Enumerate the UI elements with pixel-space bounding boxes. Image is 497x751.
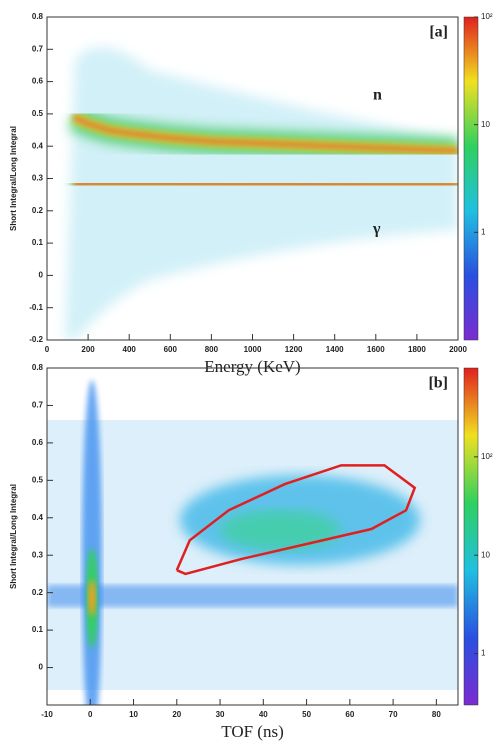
x-axis-label: TOF (ns): [221, 722, 284, 741]
colorbar-tick-label: 10: [481, 550, 490, 559]
x-tick-label: 80: [432, 710, 441, 719]
x-tick-label: 0: [45, 345, 50, 354]
colorbar-tick-label: 10²: [481, 12, 493, 21]
y-tick-label: -0.2: [29, 335, 43, 344]
x-tick-label: -10: [41, 710, 53, 719]
colorbar-tick-label: 1: [481, 227, 486, 236]
colorbar: [463, 367, 479, 706]
x-tick-label: 40: [259, 710, 268, 719]
y-tick-label: 0: [39, 663, 44, 672]
y-tick-label: 0.4: [32, 141, 44, 150]
plot-frame: [46, 367, 459, 706]
y-tick-label: 0: [39, 271, 44, 280]
panel-label: [b]: [428, 375, 448, 392]
y-tick-label: 0.6: [32, 77, 44, 86]
x-tick-label: 70: [389, 710, 398, 719]
x-tick-label: 800: [205, 345, 219, 354]
y-tick-label: 0.1: [32, 238, 44, 247]
x-tick-label: 60: [345, 710, 354, 719]
y-tick-label: 0.1: [32, 625, 44, 634]
y-tick-label: 0.3: [32, 174, 44, 183]
x-tick-label: 10: [129, 710, 138, 719]
contour-line: [175, 464, 417, 576]
x-tick-label: 400: [123, 345, 137, 354]
y-tick-label: 0.7: [32, 44, 44, 53]
x-tick-label: 200: [81, 345, 95, 354]
y-tick-label: 0.7: [32, 401, 44, 410]
x-tick-label: 1400: [326, 345, 344, 354]
x-axis-label: Energy (KeV): [204, 357, 300, 376]
band-line: [72, 114, 458, 155]
colorbar-tick-label: 1: [481, 649, 486, 658]
x-tick-label: 1600: [367, 345, 385, 354]
band-label: n: [373, 87, 382, 104]
colorbar-tick-label: 10: [481, 120, 490, 129]
x-tick-label: 0: [88, 710, 93, 719]
y-tick-label: 0.6: [32, 438, 44, 447]
y-tick-label: 0.2: [32, 206, 44, 215]
colorbar-tick-label: 10²: [481, 452, 493, 461]
y-tick-label: -0.1: [29, 303, 43, 312]
y-tick-label: 0.8: [32, 363, 44, 372]
series-group: [175, 464, 417, 576]
x-tick-label: 1200: [285, 345, 303, 354]
y-axis-label: Short Integral/Long Integral: [9, 484, 18, 589]
y-tick-label: 0.5: [32, 109, 44, 118]
density-background: [47, 380, 458, 705]
y-axis-label: Short Integral/Long Integral: [9, 126, 18, 231]
x-tick-label: 50: [302, 710, 311, 719]
band-line: [73, 180, 458, 188]
series-group: [68, 105, 458, 198]
y-tick-label: 0.4: [32, 513, 44, 522]
x-tick-label: 1000: [244, 345, 262, 354]
colorbar: [463, 16, 479, 341]
x-tick-label: 600: [164, 345, 178, 354]
y-tick-label: 0.3: [32, 550, 44, 559]
band-label: γ: [372, 221, 381, 238]
x-tick-label: 2000: [449, 345, 467, 354]
x-tick-label: 20: [172, 710, 181, 719]
x-tick-label: 1800: [408, 345, 426, 354]
x-tick-label: 30: [216, 710, 225, 719]
panel-label: [a]: [429, 24, 448, 41]
y-tick-label: 0.2: [32, 588, 44, 597]
y-tick-label: 0.8: [32, 12, 44, 21]
y-tick-label: 0.5: [32, 475, 44, 484]
